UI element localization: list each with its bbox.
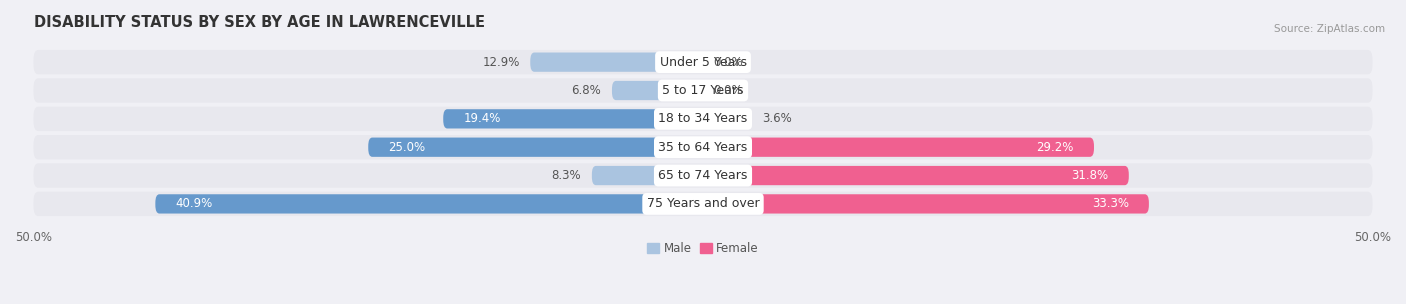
FancyBboxPatch shape <box>34 50 1372 74</box>
FancyBboxPatch shape <box>34 78 1372 103</box>
Text: 19.4%: 19.4% <box>464 112 501 125</box>
FancyBboxPatch shape <box>530 53 703 72</box>
FancyBboxPatch shape <box>703 194 1149 213</box>
FancyBboxPatch shape <box>703 138 1094 157</box>
Text: 18 to 34 Years: 18 to 34 Years <box>658 112 748 125</box>
Text: 65 to 74 Years: 65 to 74 Years <box>658 169 748 182</box>
Text: 75 Years and over: 75 Years and over <box>647 197 759 210</box>
Text: 25.0%: 25.0% <box>388 141 426 154</box>
FancyBboxPatch shape <box>34 163 1372 188</box>
FancyBboxPatch shape <box>34 107 1372 131</box>
Legend: Male, Female: Male, Female <box>643 237 763 260</box>
FancyBboxPatch shape <box>155 194 703 213</box>
FancyBboxPatch shape <box>703 166 1129 185</box>
FancyBboxPatch shape <box>592 166 703 185</box>
FancyBboxPatch shape <box>368 138 703 157</box>
Text: 40.9%: 40.9% <box>176 197 212 210</box>
Text: 0.0%: 0.0% <box>714 56 744 69</box>
Text: 8.3%: 8.3% <box>551 169 581 182</box>
Text: 31.8%: 31.8% <box>1071 169 1109 182</box>
Text: 35 to 64 Years: 35 to 64 Years <box>658 141 748 154</box>
FancyBboxPatch shape <box>612 81 703 100</box>
Text: Source: ZipAtlas.com: Source: ZipAtlas.com <box>1274 24 1385 34</box>
Text: 6.8%: 6.8% <box>571 84 602 97</box>
Text: 33.3%: 33.3% <box>1092 197 1129 210</box>
FancyBboxPatch shape <box>703 109 751 129</box>
Text: 5 to 17 Years: 5 to 17 Years <box>662 84 744 97</box>
Text: 0.0%: 0.0% <box>714 84 744 97</box>
Text: Under 5 Years: Under 5 Years <box>659 56 747 69</box>
FancyBboxPatch shape <box>34 135 1372 159</box>
Text: 12.9%: 12.9% <box>482 56 520 69</box>
FancyBboxPatch shape <box>34 192 1372 216</box>
Text: DISABILITY STATUS BY SEX BY AGE IN LAWRENCEVILLE: DISABILITY STATUS BY SEX BY AGE IN LAWRE… <box>34 15 485 30</box>
Text: 3.6%: 3.6% <box>762 112 792 125</box>
FancyBboxPatch shape <box>443 109 703 129</box>
Text: 29.2%: 29.2% <box>1036 141 1074 154</box>
